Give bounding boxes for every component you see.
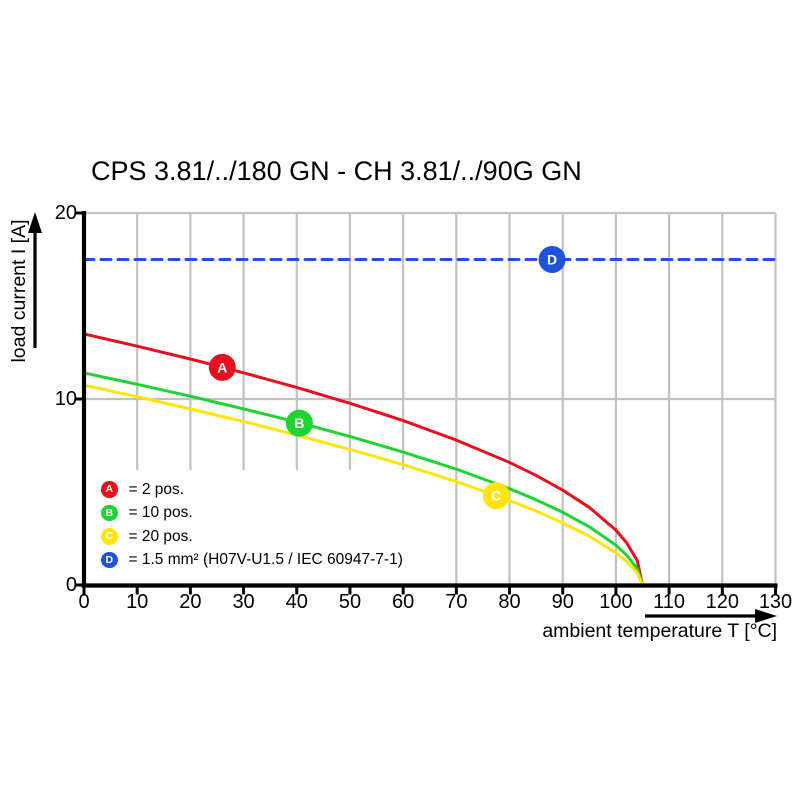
x-tick-label: 40	[285, 591, 308, 613]
legend-dot-a: A	[101, 481, 118, 498]
legend-item-d: D = 1.5 mm² (H07V-U1.5 / IEC 60947-7-1)	[101, 551, 403, 569]
marker-letter-c: C	[491, 488, 501, 504]
curve-B	[82, 371, 645, 587]
legend-label-c: = 20 pos.	[128, 527, 193, 545]
legend-label-d: = 1.5 mm² (H07V-U1.5 / IEC 60947-7-1)	[128, 551, 403, 568]
x-axis-title: ambient temperature T [°C]	[542, 620, 777, 642]
x-tick-label: 100	[599, 591, 633, 613]
x-axis-arrow-head	[755, 609, 777, 623]
x-tick-label: 60	[392, 591, 415, 613]
x-tick-label: 30	[232, 591, 255, 613]
x-tick-label: 110	[653, 591, 686, 613]
marker-letter-a: A	[217, 359, 227, 375]
x-tick-label: 0	[78, 591, 90, 613]
y-axis-title: load current I [A]	[8, 219, 30, 363]
chart-title: CPS 3.81/../180 GN - CH 3.81/../90G GN	[91, 156, 582, 186]
curve-C	[82, 383, 645, 587]
y-tick-label: 0	[65, 574, 77, 596]
marker-circle-b	[285, 409, 313, 437]
legend-item-a: A = 2 pos.	[101, 481, 184, 498]
legend-dot-b: B	[101, 504, 118, 522]
y-axis-arrow-head	[28, 212, 42, 233]
x-tick-label: 130	[758, 591, 793, 613]
legend-background	[86, 470, 434, 584]
legend-dot-d: D	[101, 551, 118, 569]
x-tick-label: 20	[179, 591, 202, 613]
y-tick-label: 20	[54, 202, 77, 224]
marker-circle-a	[208, 353, 236, 381]
marker-circle-c	[482, 482, 510, 510]
legend-item-c: C = 20 pos.	[101, 528, 193, 545]
marker-letter-d: D	[547, 252, 557, 268]
x-tick-label: 120	[705, 591, 739, 613]
marker-circle-d	[538, 246, 566, 273]
legend-label-a: = 2 pos.	[128, 480, 185, 498]
x-tick-label: 10	[126, 591, 149, 613]
y-tick-label: 10	[54, 388, 77, 410]
legend-item-b: B = 10 pos.	[101, 504, 193, 522]
legend-dot-c: C	[101, 528, 118, 545]
x-tick-label: 70	[445, 591, 468, 613]
x-tick-label: 80	[498, 591, 521, 613]
legend-label-b: = 10 pos.	[128, 504, 193, 521]
x-tick-label: 50	[338, 591, 362, 613]
marker-letter-b: B	[294, 415, 304, 431]
x-tick-label: 90	[551, 591, 574, 613]
